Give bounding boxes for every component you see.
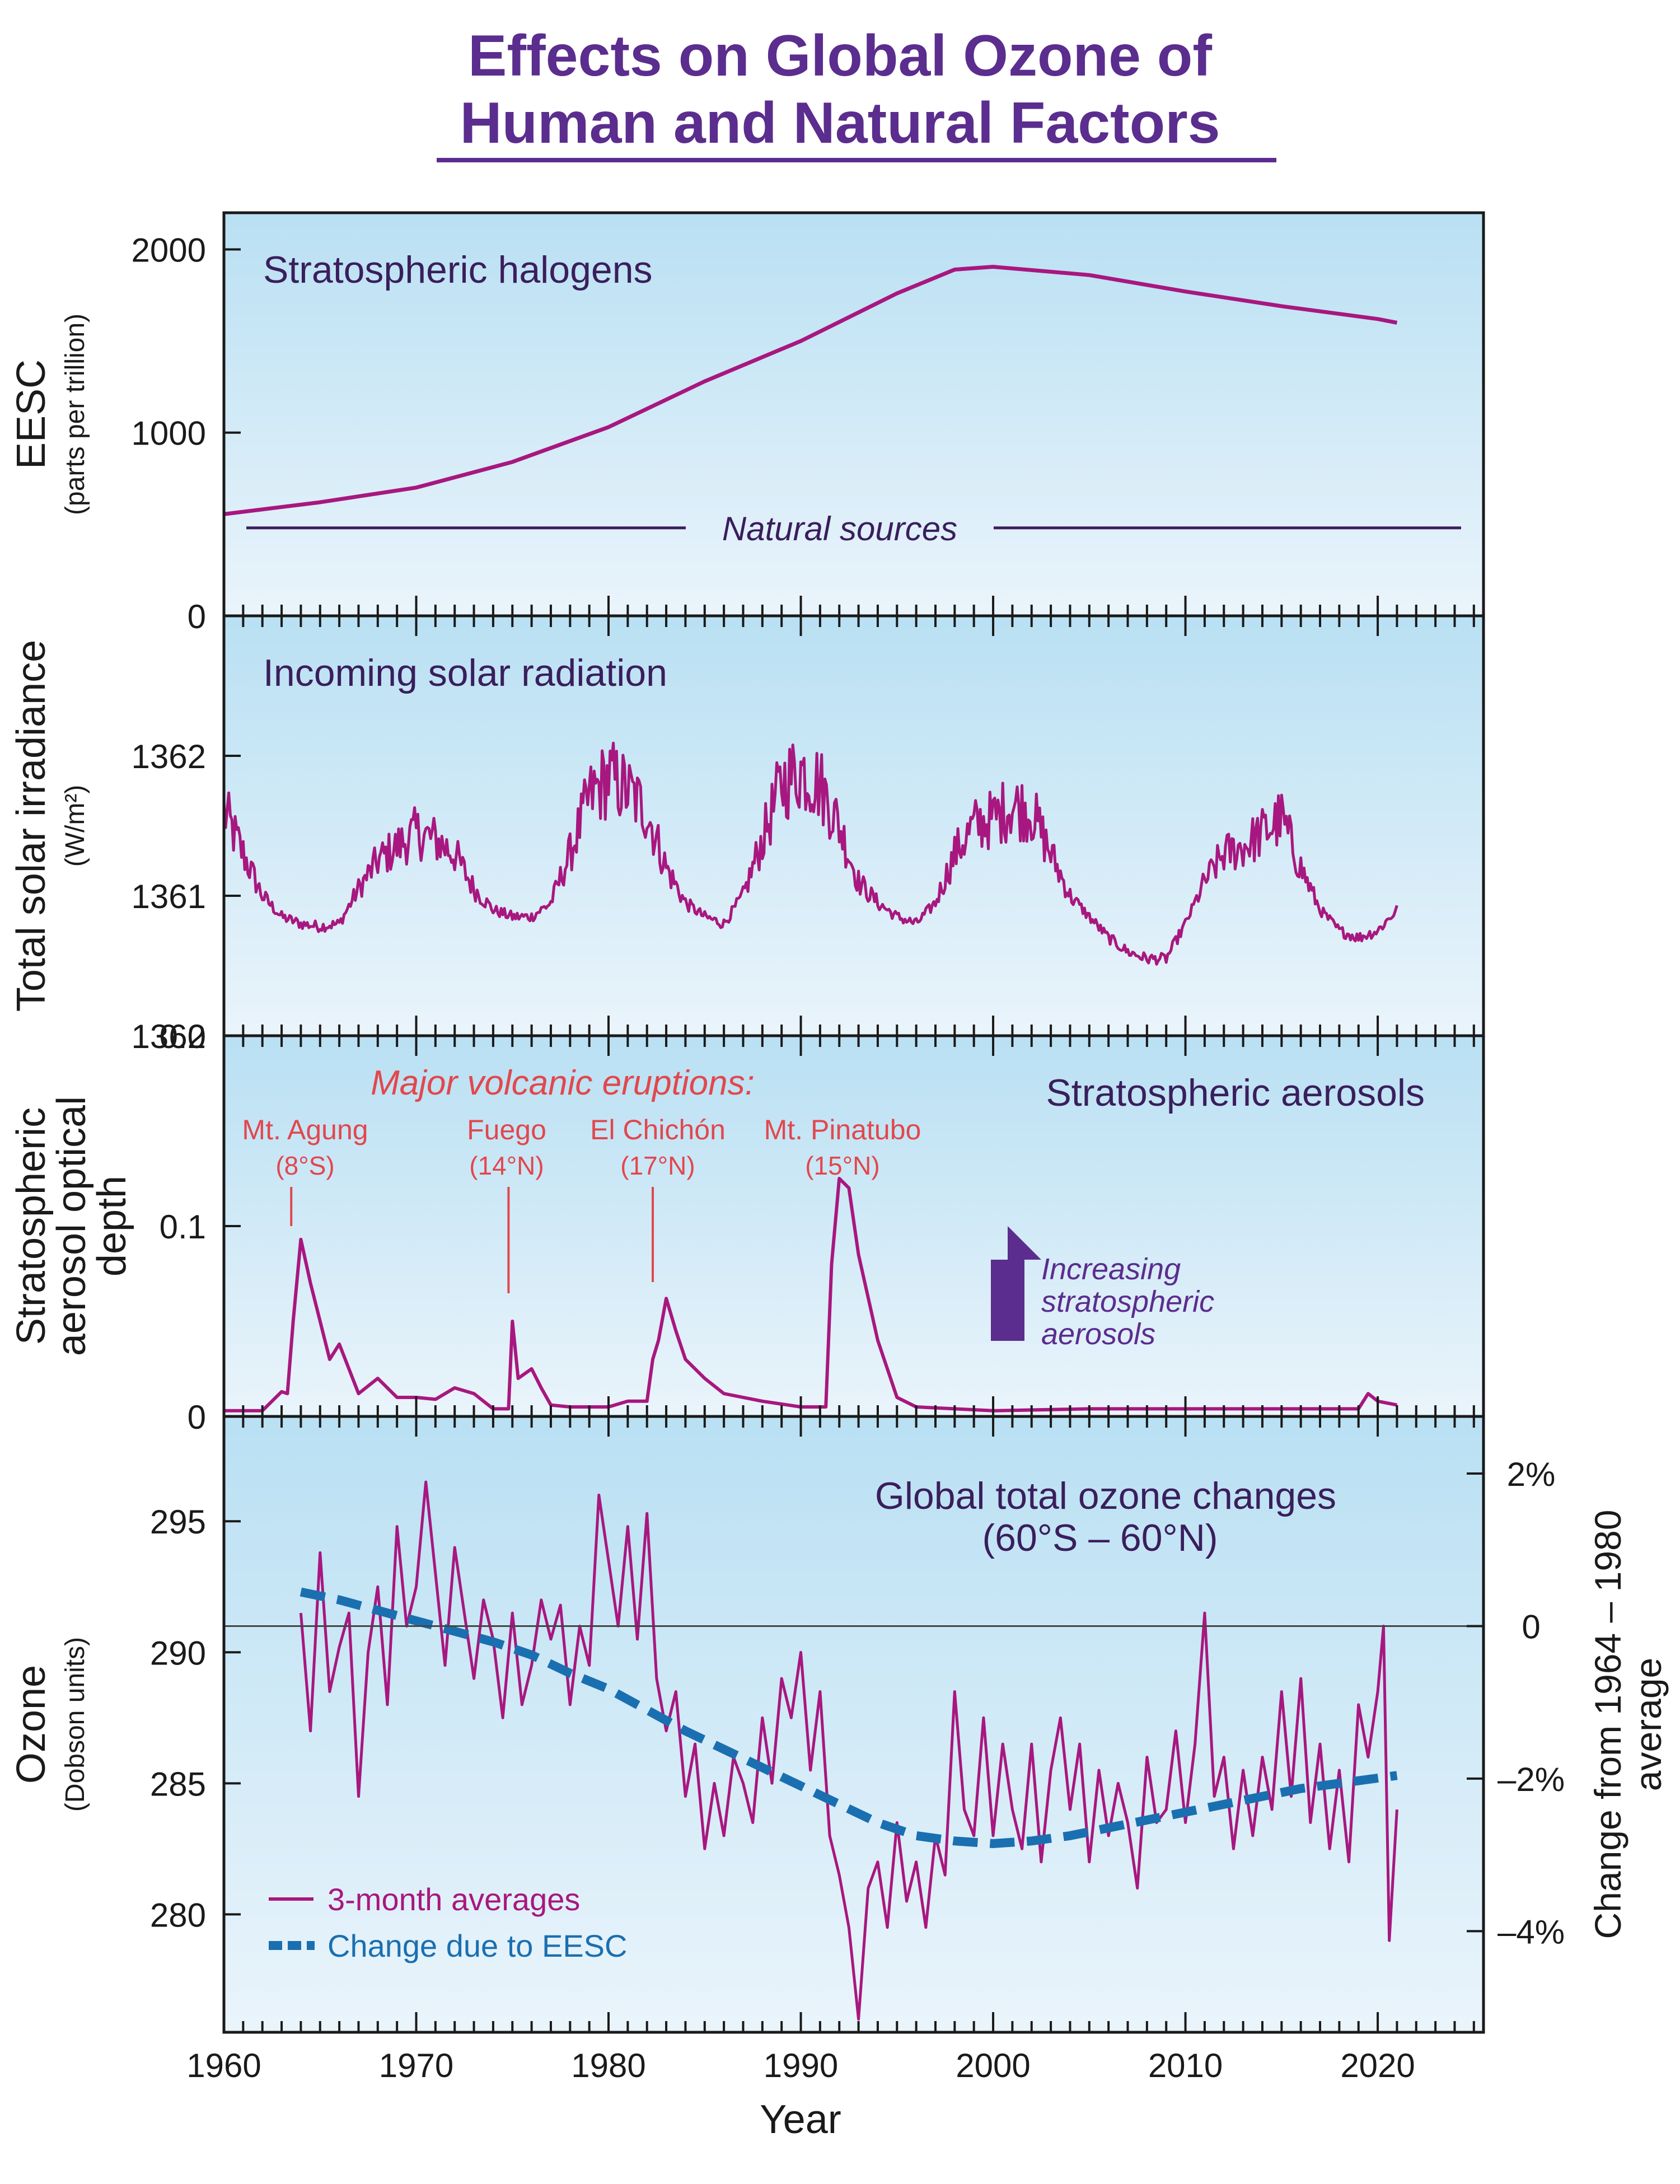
panel-background-4	[224, 1416, 1484, 2032]
panel-4-title-line: Global total ozone changes	[875, 1475, 1336, 1517]
panel-background-1	[224, 213, 1484, 616]
eesc-tick-label: 2000	[132, 231, 206, 269]
ozone-tick-label: 280	[150, 1896, 206, 1934]
ozone-tick-label: 295	[150, 1503, 206, 1541]
solar-axis-label: Total solar irradiance	[9, 640, 54, 1012]
right-tick-label: 0	[1522, 1608, 1540, 1645]
eesc-tick-label: 0	[188, 598, 206, 635]
title-line-2: Human and Natural Factors	[460, 91, 1220, 156]
solar-irradiance-line	[222, 741, 1398, 966]
aerosol-axis-label-line: depth	[90, 1176, 134, 1276]
right-axis-label-line: average	[1627, 1658, 1669, 1792]
eesc-line	[223, 265, 1398, 516]
legend-eesc-label: Change due to EESC	[327, 1928, 627, 1963]
title-line-1: Effects on Global Ozone of	[468, 24, 1212, 88]
eesc-axis-label: EESC	[9, 359, 54, 469]
solar-tick-label: 1360	[132, 1018, 206, 1055]
volcano-heading: Major volcanic eruptions:	[371, 1064, 755, 1102]
panel-3-title: Stratospheric aerosols	[1046, 1072, 1425, 1114]
x-tick-label: 1960	[186, 2047, 261, 2084]
aerosol-axis-label-line: aerosol optical	[49, 1096, 94, 1356]
text-layer: Natural sources Stratospheric halogens 0 10…	[9, 231, 1669, 2142]
ozone-axis-label: Ozone	[9, 1665, 54, 1784]
legend-3month-label: 3-month averages	[327, 1882, 580, 1917]
title-underline	[437, 158, 1276, 162]
volcano-name: Mt. Pinatubo	[764, 1114, 921, 1145]
arrow-caption-line: aerosols	[1041, 1317, 1155, 1351]
panel-frame-4	[222, 1415, 1485, 2034]
x-tick-label: 1990	[764, 2047, 838, 2084]
x-tick-label: 2000	[956, 2047, 1030, 2084]
x-tick-label: 2010	[1148, 2047, 1223, 2084]
solar-tick-label: 1361	[132, 878, 206, 915]
volcano-name: Mt. Agung	[242, 1114, 368, 1145]
right-tick-label: –4%	[1498, 1913, 1565, 1951]
volcano-latitude: (14°N)	[469, 1151, 544, 1180]
arrow-caption-line: stratospheric	[1041, 1285, 1214, 1318]
volcano-name: El Chichón	[590, 1114, 726, 1145]
x-axis-label: Year	[760, 2097, 841, 2142]
natural-sources-label: Natural sources	[722, 510, 957, 548]
x-tick-label: 2020	[1340, 2047, 1415, 2084]
panel-2-title: Incoming solar radiation	[263, 652, 667, 694]
volcano-name: Fuego	[467, 1114, 546, 1145]
ozone-axis-sublabel: (Dobson units)	[60, 1637, 90, 1812]
panel-1-title: Stratospheric halogens	[263, 249, 653, 291]
solar-axis-sublabel: (W/m²)	[60, 785, 90, 867]
eesc-tick-label: 1000	[132, 415, 206, 452]
aerosol-tick-label: 0	[188, 1399, 206, 1436]
right-tick-label: –2%	[1498, 1761, 1565, 1798]
aerosol-line	[224, 1177, 1397, 1413]
panel-4-title-line: (60°S – 60°N)	[982, 1517, 1218, 1559]
eesc-axis-sublabel: (parts per trillion)	[60, 314, 90, 515]
ozone-3month-line	[299, 1480, 1398, 2021]
aerosol-tick-label: 0.1	[160, 1208, 206, 1246]
volcano-latitude: (17°N)	[620, 1151, 695, 1180]
volcano-latitude: (15°N)	[805, 1151, 879, 1180]
right-axis-label-line: Change from 1964 – 1980	[1587, 1510, 1628, 1939]
right-tick-label: 2%	[1507, 1456, 1556, 1493]
chart-title: Effects on Global Ozone of Human and Nat…	[0, 22, 1680, 157]
solar-tick-label: 1362	[132, 738, 206, 775]
x-tick-label: 1970	[379, 2047, 453, 2084]
aerosol-tick-label: 0.2	[160, 1018, 206, 1055]
x-tick-label: 1980	[571, 2047, 645, 2084]
axes-layer	[222, 211, 1485, 2034]
ozone-tick-label: 285	[150, 1765, 206, 1803]
arrow-caption-line: Increasing	[1041, 1252, 1181, 1286]
aerosol-axis-label-line: Stratospheric	[9, 1107, 54, 1345]
volcano-latitude: (8°S)	[275, 1151, 334, 1180]
ozone-eesc-dashed-line	[300, 1587, 1398, 1849]
increasing-aerosols-arrow	[991, 1226, 1041, 1341]
ozone-tick-label: 290	[150, 1634, 206, 1672]
data-layer	[222, 265, 1461, 2021]
